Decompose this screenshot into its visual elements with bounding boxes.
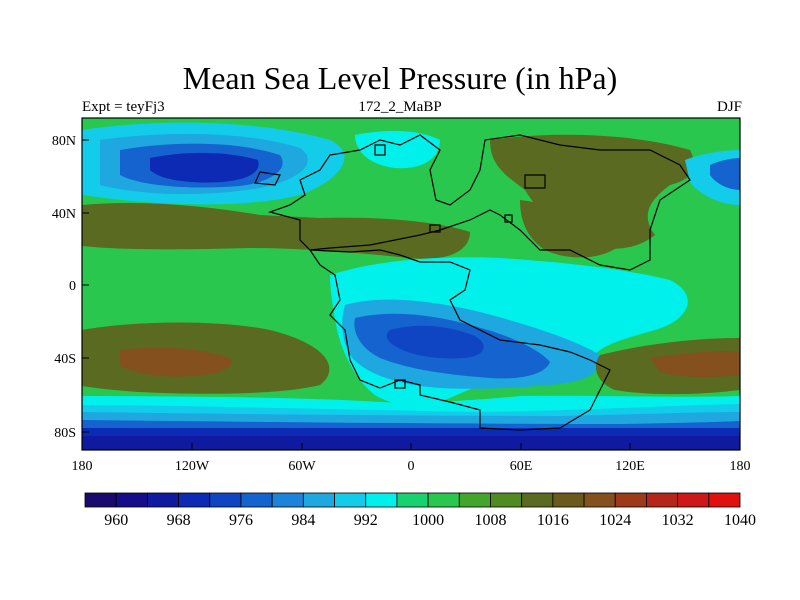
y-label-80n: 80N [52,134,76,149]
inner-continent [254,171,281,186]
y-ticks [82,139,89,433]
colorbar-bin [614,492,647,508]
colorbar-bin [396,492,429,508]
colorbar-bin [677,492,710,508]
south-high-east-core [650,351,740,377]
north-low-core [150,152,259,183]
colorbar-label: 976 [229,512,253,529]
colorbar-bin [240,492,273,508]
colorbar-bin [708,492,741,508]
colorbar-bin [458,492,491,508]
colorbar-bin [334,492,367,508]
south-low-core [386,325,484,359]
colorbar-bin [521,492,554,508]
colorbar-label: 1000 [412,512,444,529]
colorbar-label: 992 [354,512,378,529]
colorbar-bin [146,492,179,508]
x-label-60e: 60E [510,459,533,474]
x-label-180w: 180 [72,459,93,474]
y-label-0: 0 [69,279,76,294]
x-label-120w: 120W [175,459,210,474]
coastlines [254,134,691,431]
season-label: DJF [716,99,742,115]
colorbar-bin [271,492,304,508]
colorbar-bin [115,492,148,508]
y-label-80s: 80S [54,426,76,441]
colorbar-label: 1040 [724,512,756,529]
x-label-180e: 180 [730,459,751,474]
colorbar-bin [427,492,460,508]
ne-low-core [710,158,740,190]
north-high-belt-core [82,214,222,242]
colorbar-bin [302,492,335,508]
pressure-field [82,118,740,450]
asian-high [490,134,694,249]
period-label: 172_2_MaBP [358,99,442,115]
y-label-40n: 40N [52,207,76,222]
colorbar-bin [178,492,211,508]
x-label-60w: 60W [288,459,316,474]
colorbar-label: 1008 [474,512,506,529]
x-label-120e: 120E [615,459,645,474]
y-label-40s: 40S [54,352,76,367]
colorbar-bin [552,492,585,508]
colorbar-label: 1024 [599,512,631,529]
colorbar-label: 1016 [537,512,569,529]
colorbar-bin [490,492,523,508]
x-label-0: 0 [408,459,415,474]
colorbar-label: 960 [104,512,128,529]
colorbar-bin [365,492,398,508]
colorbar-label: 984 [291,512,315,529]
south-high-center [420,240,441,258]
north-atlantic-patch [355,130,440,169]
colorbar-bin [646,492,679,508]
colorbar [84,492,741,508]
asian-high-2 [520,200,625,258]
gondwana-outline [308,249,611,431]
colorbar-label: 1032 [662,512,694,529]
x-ticks [81,443,741,450]
colorbar-bin [209,492,242,508]
experiment-label: Expt = teyFj3 [82,99,165,115]
colorbar-labels: 960 968 976 984 992 1000 1008 1016 1024 1032 1040 [104,512,756,529]
map-title: Mean Sea Level Pressure (in hPa) [182,60,618,96]
south-high-west-core [120,347,231,377]
small-islands [374,144,546,389]
colorbar-bin [84,492,117,508]
colorbar-label: 968 [167,512,191,529]
colorbar-bin [583,492,616,508]
